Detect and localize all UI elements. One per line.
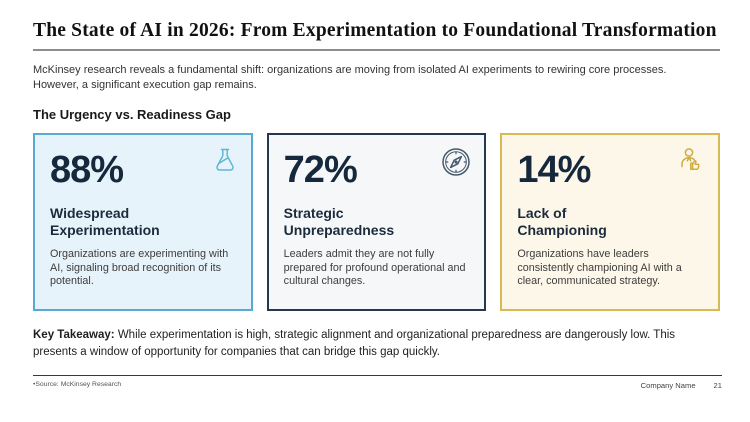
takeaway-text: While experimentation is high, strategic… bbox=[33, 329, 676, 358]
stat-title-line: Strategic bbox=[283, 205, 344, 221]
title-divider bbox=[33, 49, 720, 51]
intro-text: McKinsey research reveals a fundamental … bbox=[33, 64, 667, 91]
compass-icon bbox=[439, 145, 473, 179]
stat-description: Organizations have leaders consistently … bbox=[517, 248, 682, 287]
champion-icon bbox=[675, 145, 707, 177]
stat-description: Leaders admit they are not fully prepare… bbox=[283, 248, 466, 287]
stat-card-experimentation: 88% Widespread Experimentation Organizat… bbox=[33, 133, 253, 311]
stat-card-championing: 14% Lack of Championing Organizations ha… bbox=[500, 133, 721, 311]
flask-icon bbox=[210, 145, 240, 177]
stat-description: Organizations are experimenting with AI,… bbox=[50, 248, 229, 287]
stat-title-line: Widespread bbox=[50, 205, 130, 221]
page-title: The State of AI in 2026: From Experiment… bbox=[33, 20, 717, 41]
source-note: •Source: McKinsey Research bbox=[33, 381, 122, 388]
section-heading: The Urgency vs. Readiness Gap bbox=[33, 107, 231, 122]
slide-footer: •Source: McKinsey Research Company Name … bbox=[33, 375, 722, 390]
stat-cards-row: 88% Widespread Experimentation Organizat… bbox=[33, 133, 721, 311]
stat-title-line: Championing bbox=[517, 222, 607, 238]
stat-value: 72% bbox=[283, 149, 358, 191]
stat-title-line: Unpreparedness bbox=[283, 222, 395, 238]
stat-value: 14% bbox=[517, 149, 591, 191]
stat-title: Lack of Championing bbox=[517, 205, 703, 239]
stat-title: Widespread Experimentation bbox=[50, 205, 236, 239]
stat-title: Strategic Unpreparedness bbox=[284, 205, 470, 239]
takeaway-label: Key Takeaway: bbox=[33, 329, 115, 341]
stat-value: 88% bbox=[50, 149, 124, 191]
footer-right: Company Name 21 bbox=[641, 381, 722, 390]
company-name: Company Name bbox=[640, 381, 696, 390]
key-takeaway: Key Takeaway: While experimentation is h… bbox=[33, 327, 720, 360]
stat-title-line: Experimentation bbox=[50, 222, 160, 238]
stat-card-unpreparedness: 72% Strategic Unpreparedness Leaders adm… bbox=[266, 133, 487, 311]
stat-title-line: Lack of bbox=[517, 205, 567, 221]
page-number: 21 bbox=[713, 381, 722, 390]
